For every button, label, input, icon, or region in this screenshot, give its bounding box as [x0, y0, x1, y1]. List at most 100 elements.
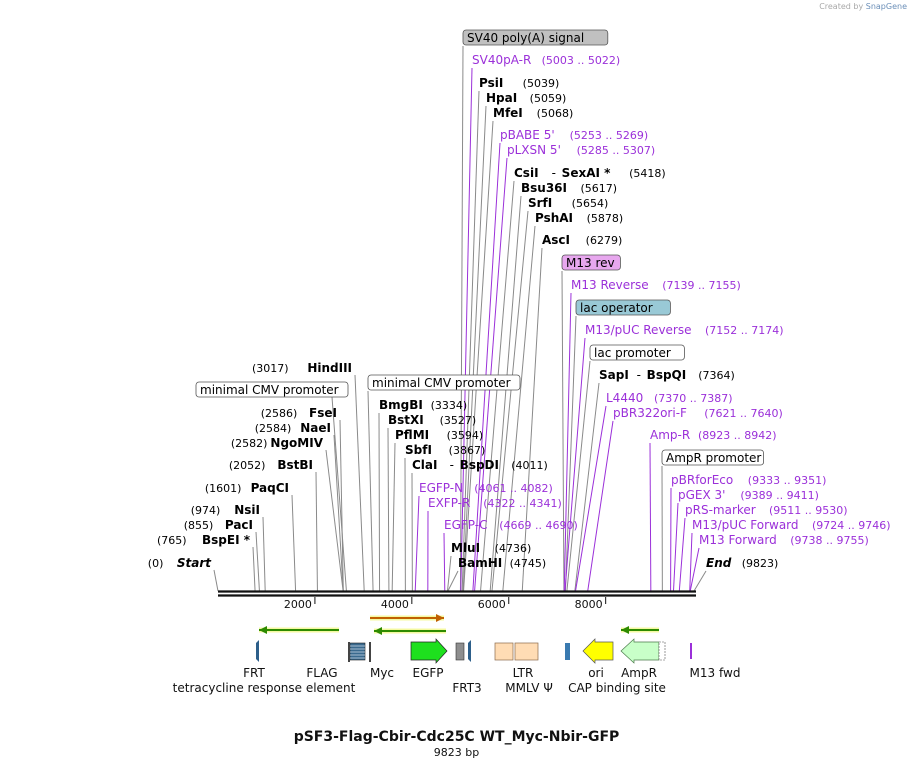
label-coords: (5003 .. 5022): [542, 54, 621, 67]
label-hindiii: HindIII (3017): [252, 361, 352, 375]
leader-ngomiv: [325, 449, 344, 592]
label-coords: (5654): [572, 197, 609, 210]
label-amp-r: Amp-R (8923 .. 8942): [650, 428, 777, 442]
ori-label: ori: [588, 666, 604, 680]
ampr-arrow: [620, 638, 660, 664]
leader-sapi: [574, 382, 600, 592]
label-sv40-poly-a-signal: SV40 poly(A) signal: [462, 29, 609, 46]
label-name: HpaI: [486, 91, 517, 105]
label-bstbi: BstBI (2052): [229, 458, 313, 472]
axis-tick-label: 4000: [381, 598, 409, 611]
label-psii: PsiI (5039): [479, 76, 559, 90]
label-coords: (9823): [742, 557, 779, 570]
axis-tick-label: 8000: [575, 598, 603, 611]
label-name2: BspQI: [647, 368, 687, 382]
label-name: pRS-marker: [685, 503, 756, 517]
flag-marker: [348, 642, 350, 662]
leader-bmgbi: [378, 412, 381, 592]
label-name: CsiI: [514, 166, 539, 180]
leader-lac-promoter: [566, 360, 591, 592]
label-bspei: BspEI * (765): [157, 533, 251, 547]
flag-label: FLAG: [306, 666, 337, 680]
label-coords: (974): [191, 504, 221, 517]
label-name: pBR322ori-F: [613, 406, 687, 420]
label-asci: AscI (6279): [542, 233, 622, 247]
label-coords: (4669 .. 4690): [499, 519, 578, 532]
label-name: PaqCI: [251, 481, 289, 495]
tre-label: tetracycline response element: [173, 681, 356, 695]
label-m13-reverse: M13 Reverse (7139 .. 7155): [571, 278, 741, 292]
leader-egfp-c: [443, 532, 446, 592]
label-name: M13/pUC Reverse: [585, 323, 692, 337]
frt3-block: [455, 642, 465, 661]
leader-start: [213, 569, 219, 592]
label-name: AscI: [542, 233, 570, 247]
leader-paci: [255, 531, 260, 592]
egfp-arrow: [410, 638, 448, 664]
label-exfp-r: EXFP-R (4322 .. 4341): [428, 496, 562, 510]
leader-paqci: [291, 494, 297, 592]
label-pflmi: PflMI (3594): [395, 428, 483, 442]
leader-pshai: [502, 225, 536, 592]
label-box: [462, 29, 609, 46]
label-plxsn-5: pLXSN 5' (5285 .. 5307): [507, 143, 655, 157]
label-coords: (5059): [530, 92, 567, 105]
frt-marker: [256, 640, 259, 662]
leader-prs-marker: [678, 517, 686, 592]
arrow-ampr-left-head: [621, 626, 629, 634]
ori-arrow: [582, 638, 614, 664]
label-start: Start (0): [148, 556, 212, 570]
label-lac-operator: lac operator: [575, 299, 671, 316]
label-coords: (2586): [261, 407, 298, 420]
label-name: pBABE 5': [500, 128, 555, 142]
label-name: Bsu36I: [521, 181, 567, 195]
label-m13-forward: M13 Forward (9738 .. 9755): [699, 533, 869, 547]
label-name: Start: [177, 556, 212, 570]
label-coords: (5878): [587, 212, 624, 225]
m13fwd-marker: [690, 643, 692, 659]
label-coords: (1601): [205, 482, 242, 495]
arrow-cmv-left-head: [374, 627, 382, 635]
label-paqci: PaqCI (1601): [205, 481, 289, 495]
leader-asci: [521, 247, 543, 592]
label-coords: (3867): [449, 444, 486, 457]
leader-plxsn-5: [474, 157, 508, 592]
label-name: HindIII: [307, 361, 352, 375]
leader-minimal-cmv-promoter: [367, 390, 374, 592]
axis-tick-label: 6000: [478, 598, 506, 611]
label-text: minimal CMV promoter: [200, 383, 339, 397]
mmlv-label: MMLV Ψ: [505, 681, 553, 695]
frt3-marker: [468, 640, 471, 662]
label-egfp-n: EGFP-N (4061 .. 4082): [419, 481, 553, 495]
leader-naei: [333, 434, 344, 592]
label-coords: (4736): [495, 542, 532, 555]
snapgene-credit: Created by SnapGene: [819, 2, 907, 11]
label-coords: (8923 .. 8942): [698, 429, 777, 442]
feature-labels: SV40 poly(A) signal SV40pA-R (5003 .. 5022…: [148, 29, 891, 570]
label-name: Amp-R: [650, 428, 690, 442]
label-paci: PacI (855): [184, 518, 253, 532]
leader-pgex-3: [673, 502, 679, 592]
snapgene-logo: SnapGene: [865, 2, 907, 11]
cap-label: CAP binding site: [568, 681, 666, 695]
leader-m13-reverse: [563, 292, 572, 592]
label-coords: (4011): [511, 459, 548, 472]
label-bsu36i: Bsu36I (5617): [521, 181, 617, 195]
label-name: M13 Reverse: [571, 278, 649, 292]
label-mfei: MfeI (5068): [493, 106, 573, 120]
label-coords: (0): [148, 557, 164, 570]
label-coords: (9511 .. 9530): [769, 504, 848, 517]
label-name: SV40pA-R: [472, 53, 531, 67]
label-coords: (9738 .. 9755): [790, 534, 869, 547]
label-box: [575, 299, 671, 316]
label-coords: (3527): [440, 414, 477, 427]
label-name: EXFP-R: [428, 496, 470, 510]
label-coords: (3334): [431, 399, 468, 412]
label-coords: (765): [157, 534, 187, 547]
label-bmgbi: BmgBI (3334): [379, 398, 467, 412]
label-csii: CsiI - SexAI * (5418): [514, 166, 666, 180]
label-coords: (3017): [252, 362, 289, 375]
label-coords: (5253 .. 5269): [570, 129, 649, 142]
label-bstxi: BstXI (3527): [388, 413, 476, 427]
